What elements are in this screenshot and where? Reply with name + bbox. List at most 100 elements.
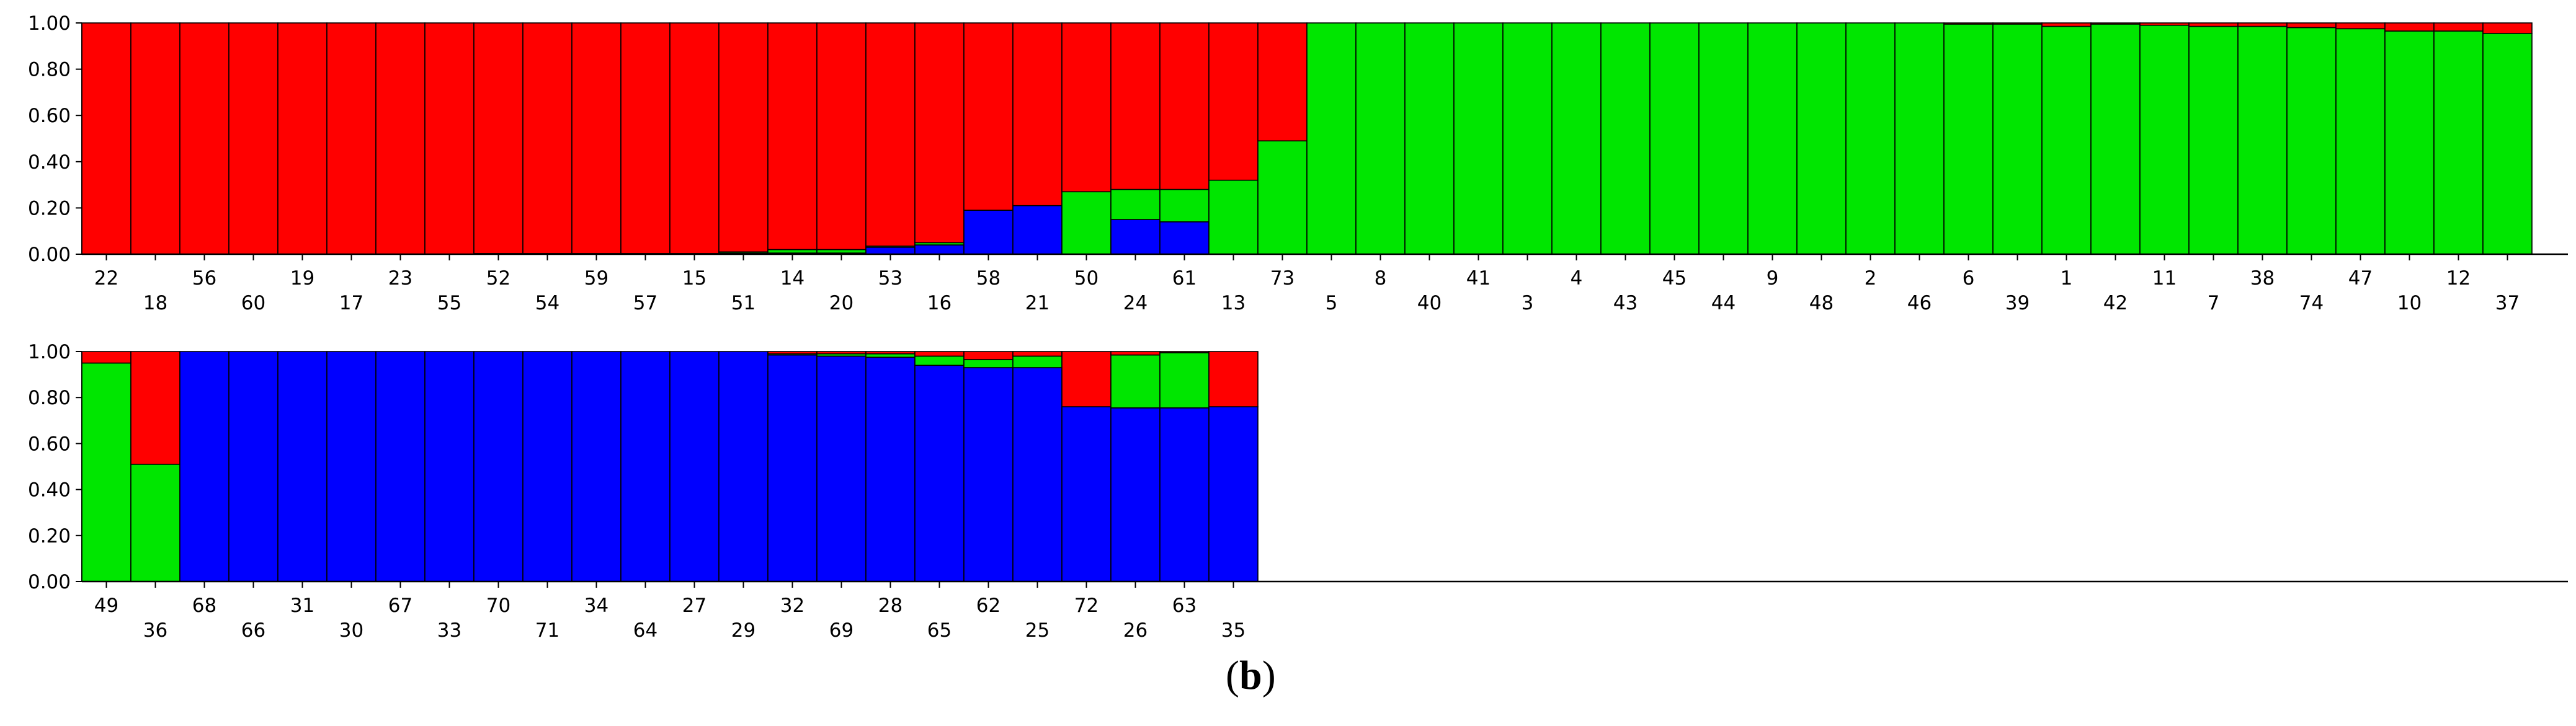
bar-segment-blue: [865, 247, 916, 255]
bar-segment-green: [1061, 191, 1112, 255]
bar-segment-green: [1551, 22, 1602, 255]
y-tick-label: 0.80: [28, 387, 71, 409]
x-tick-label: 2: [1865, 267, 1877, 290]
x-tick-label: 41: [1466, 267, 1491, 290]
bar-segment-red: [1943, 22, 1994, 25]
x-tick-label: 33: [437, 619, 461, 642]
bar-segment-red: [2384, 22, 2435, 32]
y-tick-label: 0.40: [28, 479, 71, 502]
x-tick-label: 35: [1221, 619, 1246, 642]
bar-segment-green: [767, 249, 818, 254]
bar-segment-green: [2237, 25, 2288, 255]
bar-segment-blue: [1208, 406, 1259, 582]
x-tick-label: 37: [2495, 292, 2520, 314]
bar-segment-blue: [914, 244, 965, 255]
bar-segment-red: [375, 22, 426, 255]
bar-segment-red: [2433, 22, 2484, 32]
bar-segment-blue: [620, 351, 671, 582]
x-tick-label: 17: [339, 292, 363, 314]
bar-segment-red: [1159, 22, 1210, 190]
bar-segment-blue: [228, 351, 279, 582]
x-tick-label: 6: [1963, 267, 1975, 290]
y-tick-label: 0.40: [28, 151, 71, 174]
panel-1: 0.000.200.400.600.801.002218566019172355…: [28, 12, 2568, 314]
bar-segment-red: [2090, 22, 2141, 25]
x-tick-label: 66: [241, 619, 265, 642]
y-tick-label: 0.00: [28, 244, 71, 266]
bar-segment-green: [2384, 30, 2435, 255]
x-tick-label: 12: [2446, 267, 2471, 290]
x-tick-label: 15: [682, 267, 706, 290]
bar-segment-red: [718, 22, 769, 253]
bar-segment-red: [522, 22, 573, 254]
x-tick-label: 52: [486, 267, 510, 290]
x-tick-label: 73: [1270, 267, 1295, 290]
x-tick-label: 14: [780, 267, 804, 290]
bar-segment-green: [914, 355, 965, 366]
bar-segment-green: [1159, 352, 1210, 409]
bar-segment-blue: [375, 351, 426, 582]
bar-segment-green: [2188, 25, 2239, 255]
bar-segment-blue: [522, 351, 573, 582]
x-tick-label: 7: [2208, 292, 2220, 314]
x-tick-label: 46: [1907, 292, 1932, 314]
bar-segment-green: [2090, 24, 2141, 255]
bar-segment-red: [81, 351, 131, 364]
bar-segment-red: [914, 351, 965, 357]
x-tick-label: 38: [2250, 267, 2275, 290]
bar-segment-green: [865, 353, 916, 358]
bar-segment-green: [2286, 27, 2337, 255]
bar-segment-green: [816, 249, 867, 254]
x-tick-label: 11: [2152, 267, 2177, 290]
x-tick-label: 26: [1123, 619, 1148, 642]
x-tick-label: 25: [1025, 619, 1050, 642]
x-tick-label: 39: [2005, 292, 2030, 314]
bar-segment-red: [1208, 22, 1259, 181]
bar-segment-red: [963, 351, 1014, 360]
x-tick-label: 42: [2103, 292, 2128, 314]
bar-segment-blue: [571, 351, 622, 582]
bar-segment-red: [179, 22, 230, 255]
bar-segment-blue: [816, 355, 867, 582]
bar-segment-blue: [473, 351, 524, 582]
bar-segment-red: [1159, 351, 1210, 353]
x-tick-label: 32: [780, 595, 804, 617]
bar-segment-red: [2188, 22, 2239, 27]
y-tick-label: 0.20: [28, 197, 71, 219]
x-tick-label: 18: [143, 292, 167, 314]
bar-segment-blue: [963, 367, 1014, 582]
x-tick-label: 63: [1172, 595, 1197, 617]
panel-label-open: (: [1226, 653, 1239, 698]
bar-segment-red: [865, 351, 916, 355]
x-tick-label: 70: [486, 595, 510, 617]
x-tick-label: 74: [2299, 292, 2324, 314]
bar-segment-blue: [718, 351, 769, 582]
x-tick-label: 57: [633, 292, 657, 314]
bar-segment-red: [2482, 22, 2533, 34]
x-tick-label: 58: [976, 267, 1001, 290]
x-tick-label: 36: [143, 619, 167, 642]
bar-segment-blue: [1159, 407, 1210, 582]
x-tick-label: 53: [878, 267, 902, 290]
bar-segment-red: [81, 22, 131, 255]
x-tick-label: 43: [1613, 292, 1638, 314]
x-tick-label: 23: [388, 267, 412, 290]
bar-segment-blue: [963, 210, 1014, 255]
x-tick-label: 19: [290, 267, 314, 290]
x-tick-label: 56: [192, 267, 216, 290]
bar-segment-green: [1796, 22, 1847, 255]
bar-segment-red: [130, 351, 180, 465]
bar-segment-red: [1012, 351, 1063, 357]
bar-segment-red: [1012, 22, 1063, 206]
x-tick-label: 45: [1662, 267, 1687, 290]
bar-segment-red: [816, 22, 867, 250]
bar-segment-green: [1649, 22, 1700, 255]
bar-segment-green: [2335, 28, 2386, 255]
bar-segment-red: [669, 22, 720, 254]
x-tick-label: 24: [1123, 292, 1148, 314]
bar-segment-blue: [1110, 219, 1161, 255]
bar-segment-red: [571, 22, 622, 254]
bar-segment-red: [1257, 22, 1308, 142]
bar-segment-blue: [179, 351, 230, 582]
